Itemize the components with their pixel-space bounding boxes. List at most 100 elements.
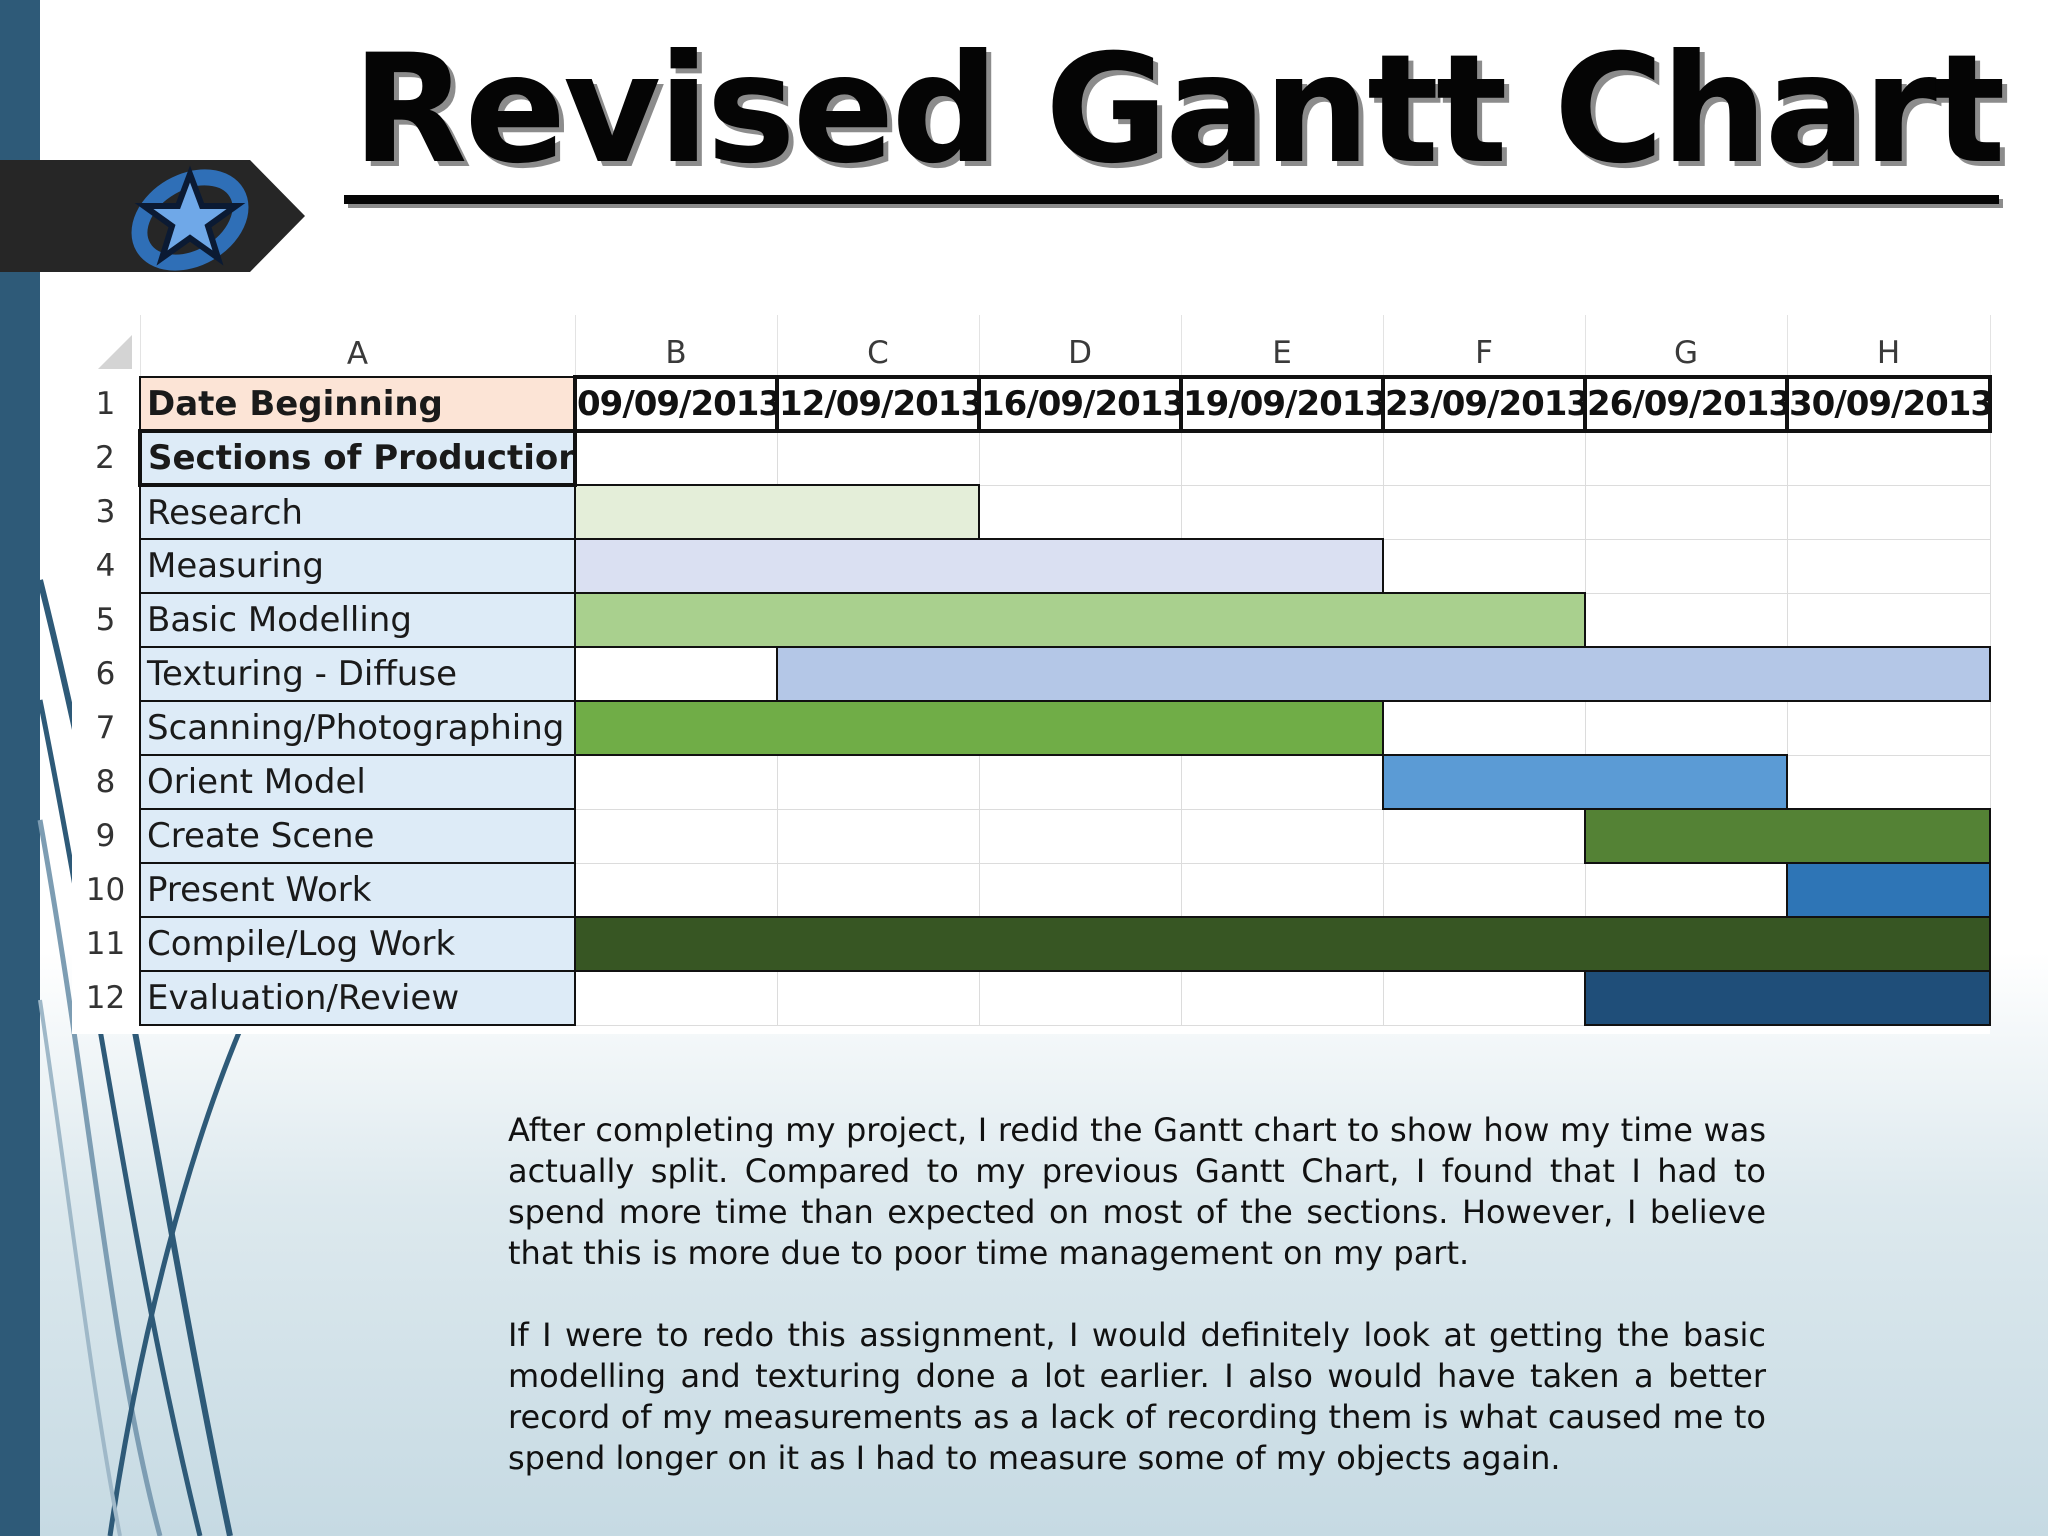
grid-cell	[978, 862, 1182, 918]
column-header-c[interactable]: C	[777, 315, 980, 377]
row-number: 5	[72, 593, 140, 647]
column-header-a[interactable]: A	[140, 315, 576, 377]
gantt-bar	[574, 700, 1384, 756]
date-cell: 19/09/2013	[1179, 375, 1385, 433]
select-all-triangle-icon	[97, 335, 132, 369]
grid-cell	[1382, 700, 1586, 756]
title-underline	[344, 195, 1999, 204]
gantt-table: A B C D E F G H 1 Date Beginning 09/09/2013 12/09/2…	[72, 315, 1992, 1026]
date-cell: 16/09/2013	[977, 375, 1183, 433]
grid-cell	[776, 754, 980, 810]
grid-cell	[574, 646, 778, 702]
grid-cell	[1786, 430, 1991, 486]
grid-cell	[574, 862, 778, 918]
task-row: 8 Orient Model	[72, 754, 1991, 810]
grid-cell	[1584, 430, 1788, 486]
row-number: 11	[72, 917, 140, 971]
row-number: 1	[72, 377, 140, 431]
task-row: 6 Texturing - Diffuse	[72, 646, 1991, 702]
date-cell: 30/09/2013	[1785, 375, 1992, 433]
row-number: 6	[72, 647, 140, 701]
row-number: 7	[72, 701, 140, 755]
grid-cell	[978, 808, 1182, 864]
grid-cell	[776, 430, 980, 486]
commentary-paragraph-2: If I were to redo this assignment, I wou…	[508, 1316, 1766, 1477]
column-header-g[interactable]: G	[1585, 315, 1788, 377]
grid-cell	[574, 754, 778, 810]
row-number: 9	[72, 809, 140, 863]
gantt-bar	[574, 538, 1384, 594]
date-cell: 26/09/2013	[1583, 375, 1789, 433]
select-all-corner[interactable]	[72, 315, 141, 377]
gantt-bar	[574, 916, 1991, 972]
grid-cell	[1382, 430, 1586, 486]
task-label: Measuring	[139, 538, 576, 594]
task-label: Scanning/Photographing	[139, 700, 576, 756]
grid-cell	[1786, 700, 1991, 756]
grid-cell	[1382, 484, 1586, 540]
grid-cell	[1786, 592, 1991, 648]
task-label: Texturing - Diffuse	[139, 646, 576, 702]
task-row: 11 Compile/Log Work	[72, 916, 1991, 972]
grid-cell	[1180, 484, 1384, 540]
column-header-b[interactable]: B	[575, 315, 778, 377]
date-beginning-label: Date Beginning	[139, 376, 576, 432]
gantt-spreadsheet: A B C D E F G H 1 Date Beginning 09/09/2013 12/09/2…	[72, 315, 1992, 1034]
row-number: 8	[72, 755, 140, 809]
column-header-e[interactable]: E	[1181, 315, 1384, 377]
task-label: Orient Model	[139, 754, 576, 810]
gantt-bar	[1382, 754, 1788, 810]
column-header-f[interactable]: F	[1383, 315, 1586, 377]
task-row: 3 Research	[72, 484, 1991, 540]
grid-cell	[1584, 484, 1788, 540]
gantt-bar	[1786, 862, 1991, 918]
gantt-bar	[1584, 970, 1991, 1026]
grid-cell	[1382, 538, 1586, 594]
task-label: Create Scene	[139, 808, 576, 864]
grid-cell	[1180, 808, 1384, 864]
gantt-table-body: A B C D E F G H 1 Date Beginning 09/09/2013 12/09/2…	[72, 315, 1992, 1026]
commentary-paragraph-1: After completing my project, I redid the…	[508, 1111, 1766, 1272]
grid-cell	[574, 430, 778, 486]
grid-cell	[978, 430, 1182, 486]
gantt-bar	[574, 484, 980, 540]
task-label: Evaluation/Review	[139, 970, 576, 1026]
sections-of-production-label: Sections of Production	[138, 429, 577, 487]
column-header-h[interactable]: H	[1787, 315, 1991, 377]
grid-cell	[1382, 808, 1586, 864]
row-number: 10	[72, 863, 140, 917]
grid-cell	[1786, 538, 1991, 594]
grid-cell	[978, 754, 1182, 810]
task-row: 12 Evaluation/Review	[72, 970, 1991, 1026]
task-row: 7 Scanning/Photographing	[72, 700, 1991, 756]
gantt-bar	[574, 592, 1586, 648]
grid-cell	[574, 808, 778, 864]
commentary-text: After completing my project, I redid the…	[508, 1110, 1766, 1520]
grid-cell	[1180, 754, 1384, 810]
grid-cell	[1584, 862, 1788, 918]
grid-cell	[1382, 862, 1586, 918]
date-cell: 23/09/2013	[1381, 375, 1587, 433]
grid-cell	[574, 970, 778, 1026]
grid-cell	[1584, 592, 1788, 648]
task-row: 10 Present Work	[72, 862, 1991, 918]
row-number: 12	[72, 971, 140, 1025]
row-number: 3	[72, 485, 140, 539]
task-label: Compile/Log Work	[139, 916, 576, 972]
column-header-d[interactable]: D	[979, 315, 1182, 377]
gantt-bar	[1584, 808, 1991, 864]
grid-cell	[1382, 970, 1586, 1026]
grid-cell	[1584, 700, 1788, 756]
grid-cell	[1786, 754, 1991, 810]
date-cell: 09/09/2013	[573, 375, 779, 433]
task-row: 4 Measuring	[72, 538, 1991, 594]
task-row: 9 Create Scene	[72, 808, 1991, 864]
star-swoosh-icon	[131, 165, 249, 271]
grid-cell	[1180, 862, 1384, 918]
grid-cell	[1786, 484, 1991, 540]
gantt-bar	[776, 646, 1991, 702]
grid-cell	[1180, 970, 1384, 1026]
grid-cell	[776, 862, 980, 918]
page-title: Revised Gantt Chart	[352, 23, 2006, 197]
